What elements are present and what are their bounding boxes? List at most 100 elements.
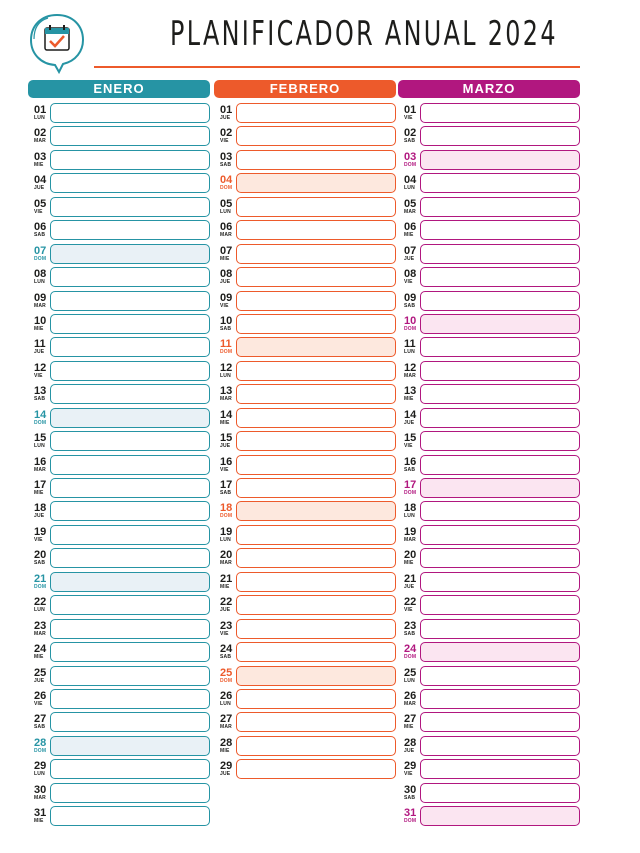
day-note-field[interactable]: [50, 243, 210, 264]
day-note-field[interactable]: [420, 688, 580, 709]
day-note-field[interactable]: [420, 313, 580, 334]
day-note-field[interactable]: [50, 360, 210, 381]
day-note-field[interactable]: [420, 735, 580, 756]
day-note-field[interactable]: [50, 548, 210, 569]
day-note-field[interactable]: [50, 688, 210, 709]
day-note-field[interactable]: [236, 759, 396, 780]
day-note-field[interactable]: [236, 290, 396, 311]
weekday-label: SAB: [220, 325, 232, 332]
weekday-label: VIE: [34, 208, 43, 215]
day-note-field[interactable]: [50, 454, 210, 475]
day-note-field[interactable]: [420, 782, 580, 803]
day-note-field[interactable]: [236, 313, 396, 334]
day-number: 19: [34, 525, 47, 538]
day-note-field[interactable]: [236, 431, 396, 452]
day-note-field[interactable]: [50, 337, 210, 358]
day-note-field[interactable]: [236, 337, 396, 358]
day-note-field[interactable]: [420, 501, 580, 522]
day-note-field[interactable]: [50, 478, 210, 498]
day-note-field[interactable]: [236, 712, 396, 733]
day-note-field[interactable]: [50, 431, 210, 452]
day-note-field[interactable]: [50, 501, 210, 522]
day-note-field[interactable]: [420, 220, 580, 241]
day-note-field[interactable]: [236, 571, 396, 592]
day-note-field[interactable]: [420, 243, 580, 264]
day-note-field[interactable]: [236, 688, 396, 709]
day-note-field[interactable]: [236, 454, 396, 475]
day-note-field[interactable]: [420, 103, 580, 123]
day-note-field[interactable]: [236, 735, 396, 756]
day-number: 24: [404, 643, 417, 656]
day-note-field[interactable]: [236, 478, 396, 498]
day-note-field[interactable]: [420, 618, 580, 639]
day-note-field[interactable]: [50, 712, 210, 733]
day-note-field[interactable]: [50, 220, 210, 241]
day-note-field[interactable]: [50, 196, 210, 217]
day-note-field[interactable]: [236, 618, 396, 639]
day-note-field[interactable]: [420, 126, 580, 147]
day-note-field[interactable]: [50, 759, 210, 780]
day-note-field[interactable]: [236, 220, 396, 241]
day-note-field[interactable]: [236, 196, 396, 217]
day-note-field[interactable]: [50, 571, 210, 592]
day-note-field[interactable]: [50, 103, 210, 123]
day-note-field[interactable]: [420, 478, 580, 498]
day-note-field[interactable]: [420, 173, 580, 194]
day-note-field[interactable]: [420, 407, 580, 428]
day-note-field[interactable]: [420, 149, 580, 170]
day-note-field[interactable]: [50, 290, 210, 311]
day-note-field[interactable]: [420, 524, 580, 545]
day-note-field[interactable]: [236, 103, 396, 123]
day-number: 03: [220, 150, 233, 163]
day-note-field[interactable]: [236, 501, 396, 522]
day-note-field[interactable]: [236, 407, 396, 428]
day-note-field[interactable]: [50, 267, 210, 288]
day-note-field[interactable]: [420, 595, 580, 616]
day-note-field[interactable]: [236, 524, 396, 545]
day-note-field[interactable]: [420, 759, 580, 780]
day-note-field[interactable]: [236, 642, 396, 663]
day-note-field[interactable]: [236, 243, 396, 264]
day-number: 27: [34, 713, 47, 726]
day-note-field[interactable]: [420, 571, 580, 592]
day-note-field[interactable]: [50, 618, 210, 639]
day-note-field[interactable]: [236, 267, 396, 288]
day-note-field[interactable]: [420, 665, 580, 686]
day-note-field[interactable]: [420, 337, 580, 358]
day-note-field[interactable]: [420, 454, 580, 475]
day-note-field[interactable]: [50, 149, 210, 170]
day-note-field[interactable]: [420, 290, 580, 311]
day-note-field[interactable]: [50, 313, 210, 334]
day-note-field[interactable]: [420, 548, 580, 569]
day-note-field[interactable]: [420, 267, 580, 288]
day-note-field[interactable]: [50, 665, 210, 686]
day-note-field[interactable]: [50, 735, 210, 756]
day-note-field[interactable]: [420, 360, 580, 381]
day-note-field[interactable]: [420, 431, 580, 452]
day-note-field[interactable]: [420, 196, 580, 217]
day-note-field[interactable]: [50, 126, 210, 147]
day-note-field[interactable]: [236, 595, 396, 616]
day-note-field[interactable]: [236, 548, 396, 569]
day-note-field[interactable]: [420, 806, 580, 827]
day-note-field[interactable]: [50, 642, 210, 663]
day-note-field[interactable]: [50, 806, 210, 827]
day-note-field[interactable]: [236, 360, 396, 381]
day-note-field[interactable]: [420, 712, 580, 733]
day-note-field[interactable]: [50, 524, 210, 545]
day-row: 22 JUE: [214, 594, 396, 617]
day-note-field[interactable]: [50, 384, 210, 405]
day-note-field[interactable]: [236, 149, 396, 170]
day-note-field[interactable]: [50, 595, 210, 616]
day-note-field[interactable]: [236, 384, 396, 405]
day-note-field[interactable]: [420, 384, 580, 405]
day-note-field[interactable]: [50, 173, 210, 194]
day-note-field[interactable]: [420, 642, 580, 663]
day-note-field[interactable]: [236, 126, 396, 147]
day-row: 21 DOM: [28, 571, 210, 594]
day-note-field[interactable]: [236, 173, 396, 194]
day-note-field[interactable]: [236, 665, 396, 686]
day-number: 12: [404, 361, 417, 374]
day-note-field[interactable]: [50, 782, 210, 803]
day-note-field[interactable]: [50, 407, 210, 428]
